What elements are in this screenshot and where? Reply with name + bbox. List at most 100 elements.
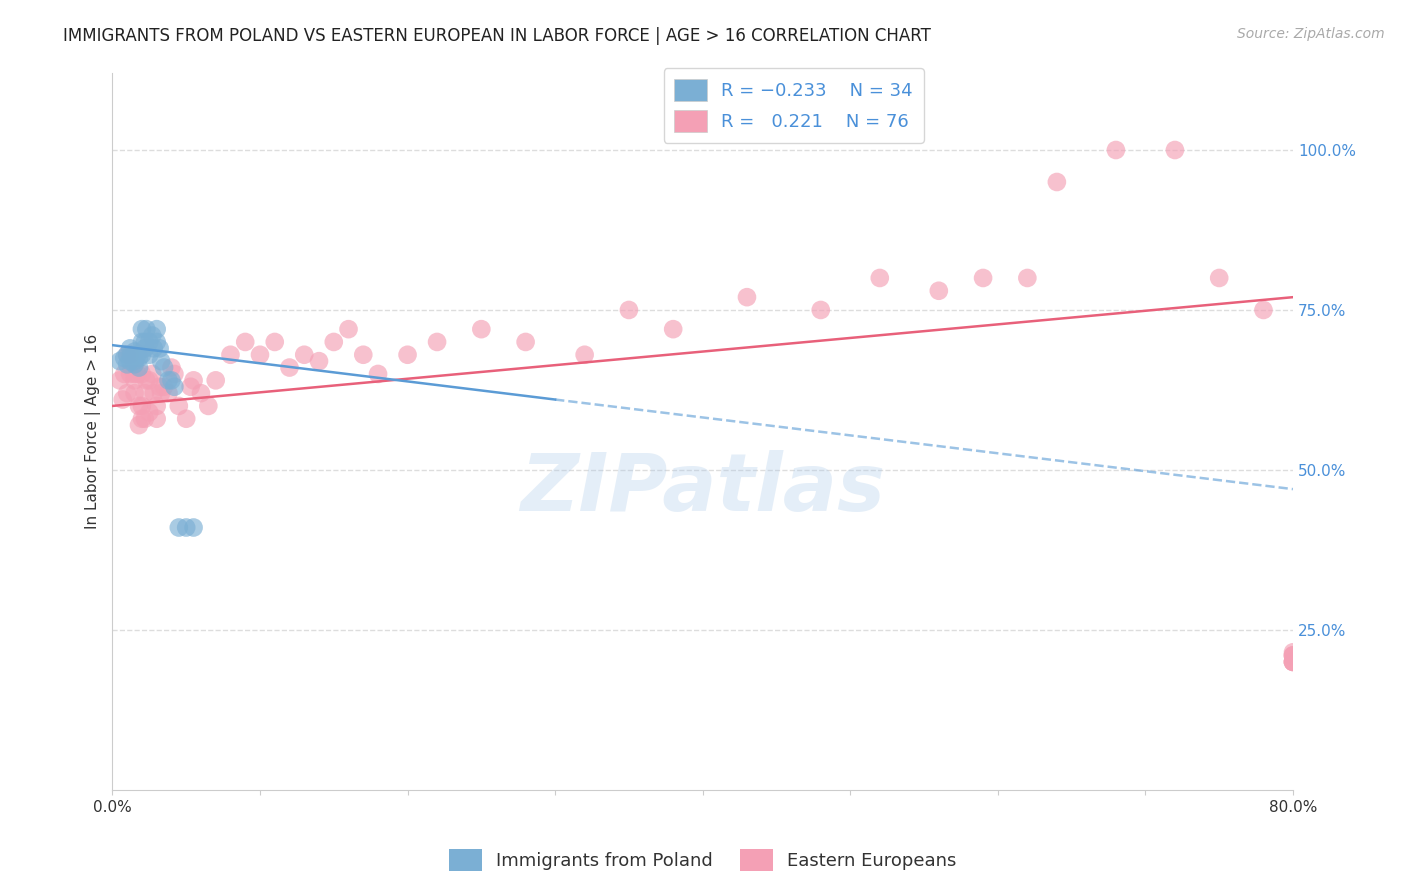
Point <box>145 411 167 425</box>
Legend: R = −0.233    N = 34, R =   0.221    N = 76: R = −0.233 N = 34, R = 0.221 N = 76 <box>664 68 924 143</box>
Point <box>810 302 832 317</box>
Point <box>1282 655 1305 669</box>
Point <box>142 386 165 401</box>
Point <box>138 334 160 349</box>
Point <box>145 334 167 349</box>
Point <box>163 380 186 394</box>
Point <box>662 322 685 336</box>
Point <box>292 348 315 362</box>
Point <box>131 399 153 413</box>
Point <box>574 348 596 362</box>
Point <box>352 348 374 362</box>
Point <box>127 367 149 381</box>
Text: IMMIGRANTS FROM POLAND VS EASTERN EUROPEAN IN LABOR FORCE | AGE > 16 CORRELATION: IMMIGRANTS FROM POLAND VS EASTERN EUROPE… <box>63 27 931 45</box>
Point <box>128 351 150 365</box>
Point <box>124 344 146 359</box>
Point <box>124 354 146 368</box>
Point <box>142 342 165 356</box>
Point <box>127 348 149 362</box>
Point <box>141 367 163 381</box>
Point <box>308 354 330 368</box>
Point <box>426 334 449 349</box>
Point <box>1282 648 1305 663</box>
Point <box>190 386 212 401</box>
Point <box>120 348 142 362</box>
Point <box>1164 143 1187 157</box>
Point <box>138 405 160 419</box>
Point <box>183 520 205 534</box>
Point <box>1208 271 1230 285</box>
Point <box>1282 645 1305 659</box>
Point <box>108 354 131 368</box>
Point <box>278 360 301 375</box>
Point <box>120 342 142 356</box>
Point <box>112 351 135 365</box>
Point <box>157 373 180 387</box>
Point <box>617 302 640 317</box>
Point <box>337 322 360 336</box>
Point <box>183 373 205 387</box>
Point <box>135 322 157 336</box>
Point <box>124 386 146 401</box>
Point <box>1282 655 1305 669</box>
Point <box>124 373 146 387</box>
Point <box>204 373 226 387</box>
Point <box>167 520 190 534</box>
Point <box>972 271 994 285</box>
Point <box>134 386 156 401</box>
Point <box>135 373 157 387</box>
Point <box>1105 143 1128 157</box>
Point <box>115 348 138 362</box>
Point <box>134 334 156 349</box>
Point <box>1282 655 1305 669</box>
Point <box>167 399 190 413</box>
Point <box>128 399 150 413</box>
Point <box>735 290 758 304</box>
Point <box>111 392 134 407</box>
Point <box>219 348 242 362</box>
Point <box>115 357 138 371</box>
Point <box>515 334 537 349</box>
Point <box>367 367 389 381</box>
Point <box>138 373 160 387</box>
Point <box>160 360 183 375</box>
Point <box>470 322 492 336</box>
Point <box>163 367 186 381</box>
Point <box>1017 271 1039 285</box>
Point <box>869 271 891 285</box>
Point <box>131 348 153 362</box>
Text: Source: ZipAtlas.com: Source: ZipAtlas.com <box>1237 27 1385 41</box>
Point <box>108 373 131 387</box>
Text: ZIPatlas: ZIPatlas <box>520 450 886 528</box>
Point <box>1282 648 1305 663</box>
Point <box>1253 302 1275 317</box>
Point <box>1046 175 1069 189</box>
Point <box>149 380 172 394</box>
Point <box>249 348 271 362</box>
Point <box>134 411 156 425</box>
Point <box>145 399 167 413</box>
Point <box>120 367 142 381</box>
Point <box>141 328 163 343</box>
Point <box>131 367 153 381</box>
Point <box>131 334 153 349</box>
Point <box>174 411 197 425</box>
Point <box>396 348 419 362</box>
Point <box>150 386 173 401</box>
Point <box>124 357 146 371</box>
Point <box>128 418 150 433</box>
Point <box>115 348 138 362</box>
Point <box>233 334 256 349</box>
Point <box>174 520 197 534</box>
Point <box>112 367 135 381</box>
Point <box>134 342 156 356</box>
Point <box>121 360 143 375</box>
Point <box>1282 648 1305 663</box>
Y-axis label: In Labor Force | Age > 16: In Labor Force | Age > 16 <box>86 334 101 529</box>
Point <box>120 354 142 368</box>
Point <box>197 399 219 413</box>
Point <box>180 380 202 394</box>
Point <box>160 373 183 387</box>
Point <box>149 342 172 356</box>
Point <box>121 348 143 362</box>
